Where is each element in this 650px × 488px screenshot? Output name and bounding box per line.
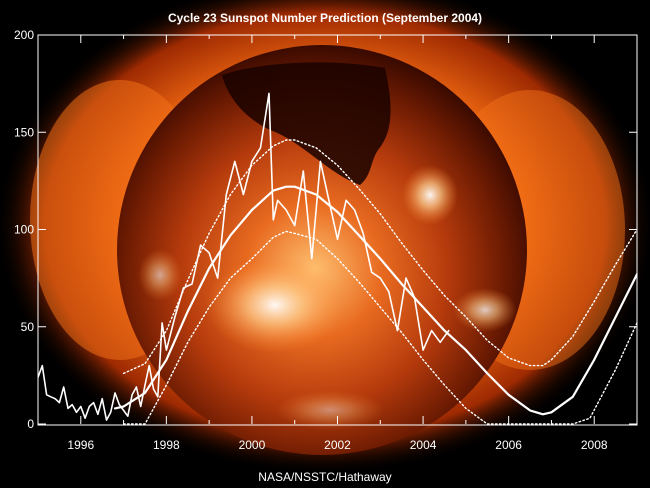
- x-tick-label: 2004: [410, 438, 437, 452]
- chart-credit: NASA/NSSTC/Hathaway: [258, 470, 391, 484]
- x-tick-label: 2006: [495, 438, 522, 452]
- lower-bound-line: [122, 230, 637, 425]
- series-layer: [38, 92, 637, 425]
- x-tick-label: 2000: [239, 438, 266, 452]
- y-tick-label: 0: [27, 417, 34, 431]
- y-tick-label: 200: [14, 28, 34, 42]
- x-axis: 1996 1998 2000 2002 2004 2006 2008: [37, 35, 638, 452]
- y-axis: 0 50 100 150 200: [14, 28, 637, 431]
- smoothed-line: [113, 185, 637, 416]
- y-tick-label: 150: [14, 125, 34, 139]
- monthly-line: [38, 92, 450, 421]
- x-tick-label: 2002: [324, 438, 351, 452]
- y-tick-label: 50: [21, 320, 35, 334]
- upper-bound-line: [122, 139, 637, 375]
- y-tick-label: 100: [14, 223, 34, 237]
- chart-title: Cycle 23 Sunspot Number Prediction (Sept…: [168, 11, 482, 25]
- x-tick-label: 2008: [581, 438, 608, 452]
- x-tick-label: 1996: [67, 438, 94, 452]
- x-tick-label: 1998: [153, 438, 180, 452]
